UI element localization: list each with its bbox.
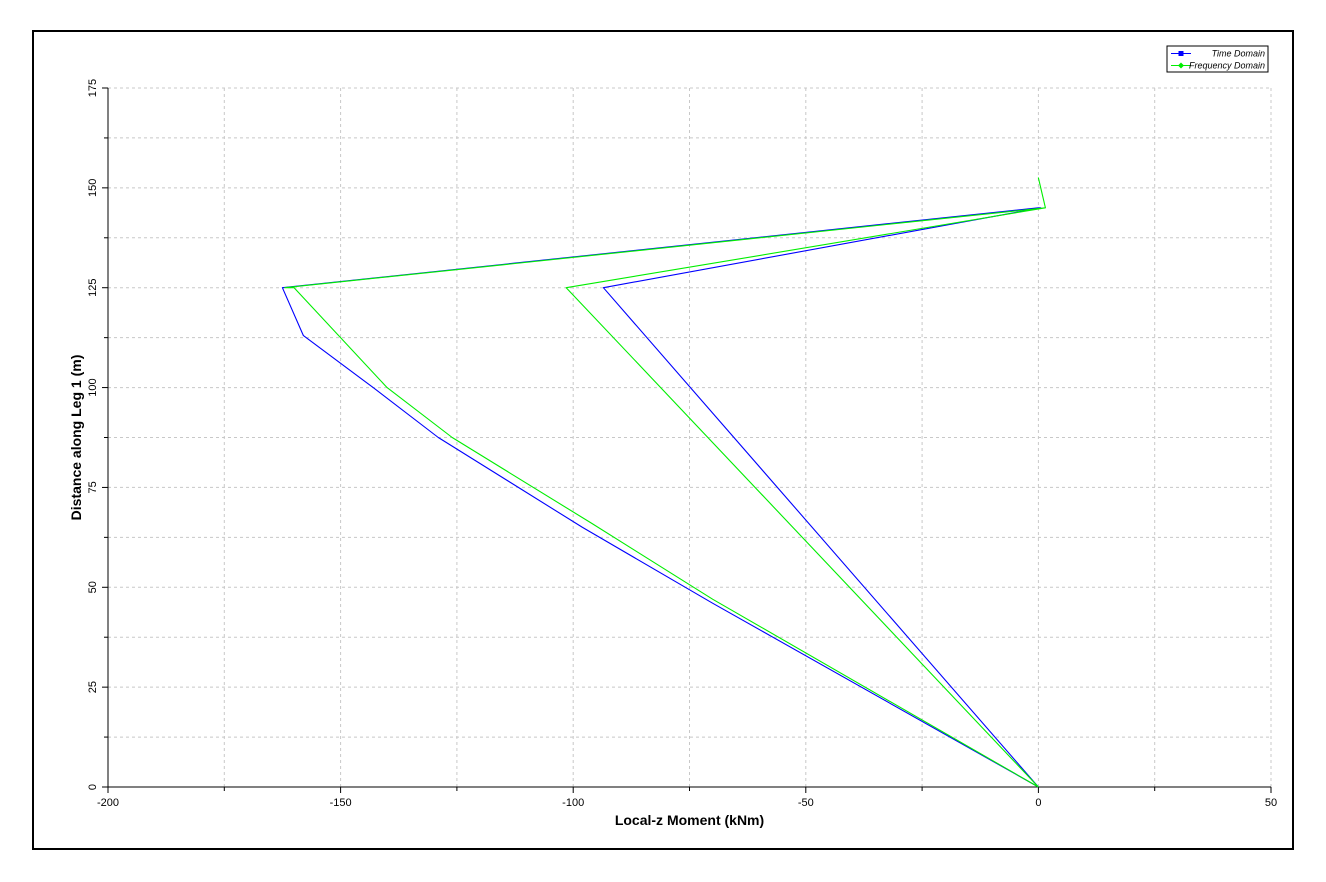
x-tick-label: -50 <box>798 797 814 809</box>
y-tick-label: 125 <box>87 279 99 297</box>
axes <box>102 87 1272 793</box>
series-lines <box>281 177 1046 788</box>
x-tick-label: -200 <box>97 797 119 809</box>
legend-box <box>1166 45 1269 73</box>
y-tick-label: 175 <box>87 79 99 97</box>
x-tick-label: -100 <box>562 797 584 809</box>
legend: Time Domain Frequency Domain <box>1166 45 1269 73</box>
legend-marker-square <box>1178 51 1184 56</box>
y-tick-label: 75 <box>87 481 99 493</box>
line-chart: -200 -150 -100 -50 0 50 0 25 50 75 100 125 150 175 Lo… <box>68 45 1277 828</box>
y-tick-label: 25 <box>87 681 99 693</box>
x-tick-label: 50 <box>1265 797 1277 809</box>
tick-labels: -200 -150 -100 -50 0 50 0 25 50 75 100 125 150 175 <box>87 79 1277 809</box>
x-tick-label: -150 <box>330 797 352 809</box>
y-tick-label: 150 <box>87 179 99 197</box>
series-line-0 <box>281 207 1042 788</box>
grid <box>108 87 1272 787</box>
legend-marker-diamond <box>1178 62 1184 69</box>
chart-frame: -200 -150 -100 -50 0 50 0 25 50 75 100 125 150 175 Lo… <box>32 30 1294 850</box>
y-tick-label: 50 <box>87 581 99 593</box>
x-axis-title: Local-z Moment (kNm) <box>615 812 764 828</box>
legend-label: Time Domain <box>1212 49 1265 59</box>
y-axis-title: Distance along Leg 1 (m) <box>68 355 84 521</box>
y-tick-label: 0 <box>87 784 99 790</box>
y-tick-label: 100 <box>87 378 99 396</box>
x-tick-label: 0 <box>1035 797 1041 809</box>
legend-label: Frequency Domain <box>1189 61 1265 71</box>
series-line-1 <box>284 177 1046 788</box>
